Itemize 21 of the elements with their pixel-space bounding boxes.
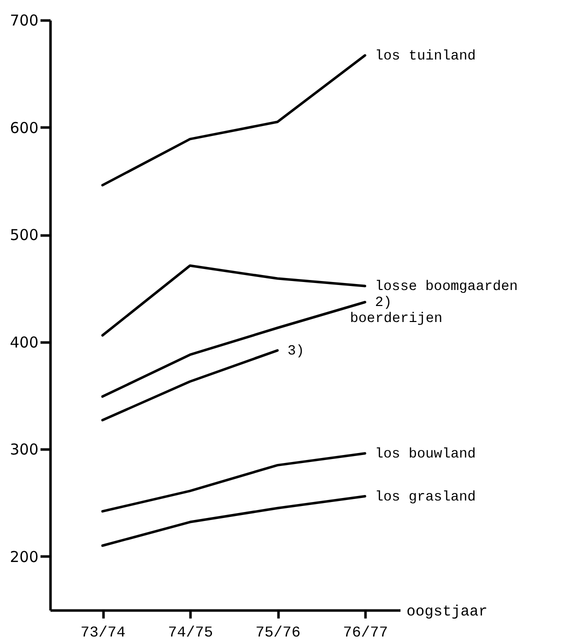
series-label: 3)	[288, 343, 304, 360]
x-tick-label: 74/75	[168, 624, 214, 640]
line-series	[101, 495, 366, 547]
series-label: los bouwland	[375, 446, 476, 462]
x-tick-label: 75/76	[255, 624, 301, 640]
line-series	[101, 452, 366, 513]
x-tick-label: 76/77	[342, 624, 388, 640]
series-label: 2)	[375, 295, 392, 312]
line-series	[101, 54, 366, 186]
series-label: losse boomgaarden	[375, 279, 518, 296]
y-tick-label: 500	[10, 226, 38, 244]
annotation: boerderijen	[350, 311, 442, 327]
y-tick-label: 200	[10, 548, 38, 566]
x-axis-title: oogstjaar	[406, 604, 488, 620]
series-label: los tuinland	[375, 48, 476, 64]
x-tick-label: 73/74	[80, 624, 126, 640]
y-tick-label: 400	[10, 333, 38, 352]
y-tick-label: 700	[10, 12, 38, 30]
y-tick-label: 600	[10, 118, 38, 137]
y-tick-label: 300	[10, 440, 38, 459]
series-label: los grasland	[375, 489, 476, 506]
